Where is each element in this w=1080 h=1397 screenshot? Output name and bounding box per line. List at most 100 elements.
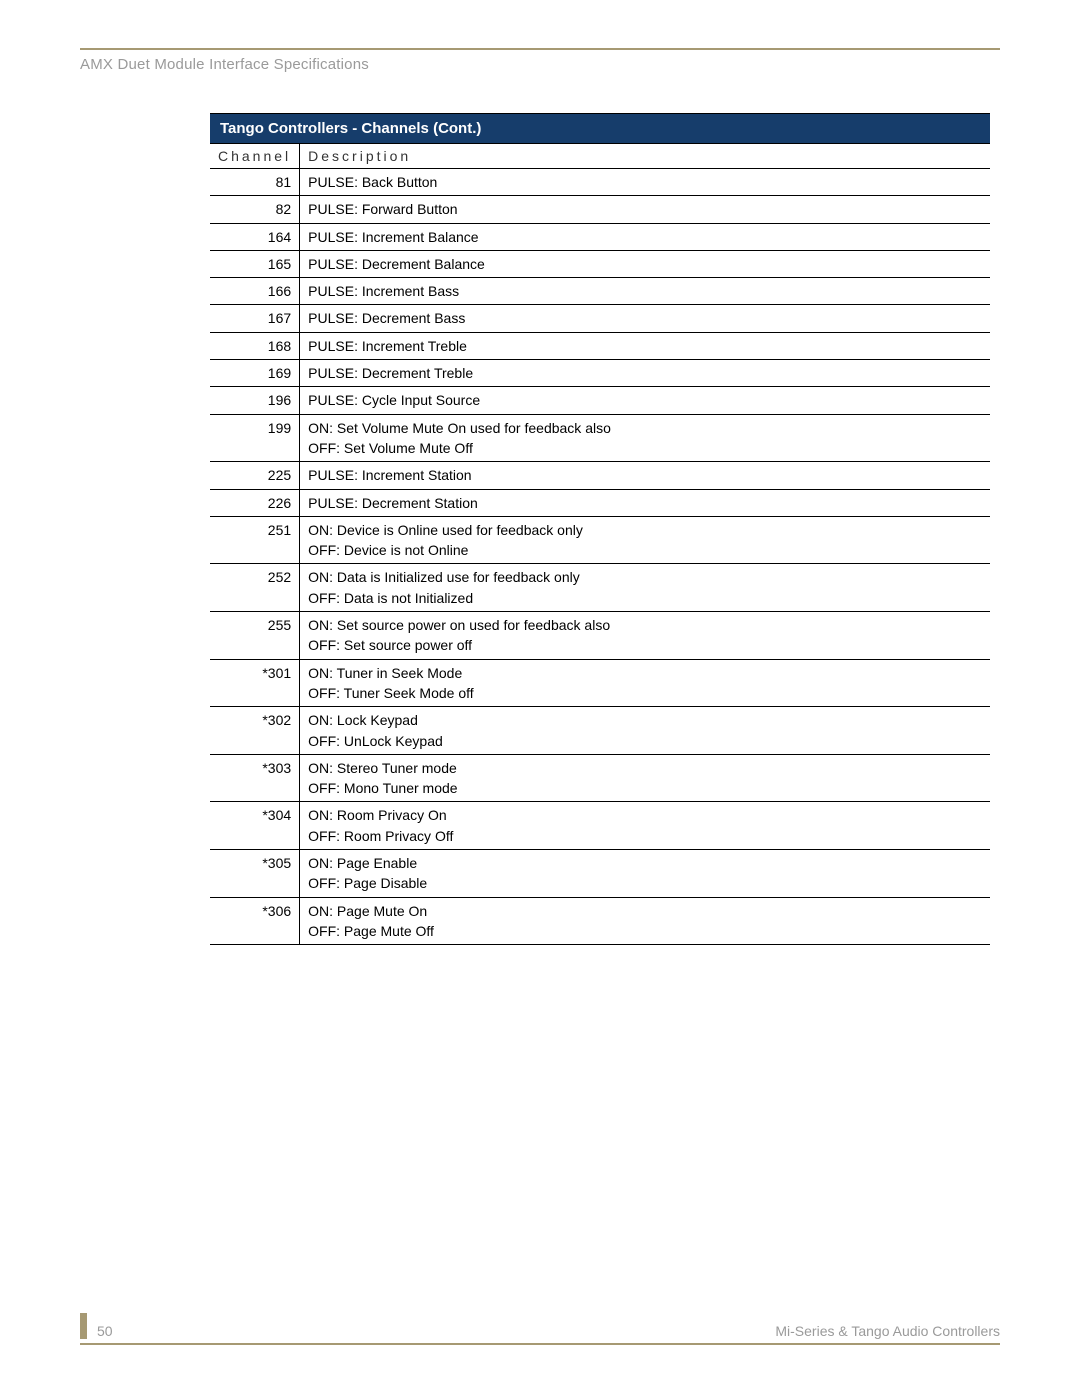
cell-description: PULSE: Back Button	[300, 169, 990, 196]
cell-description: PULSE: Decrement Station	[300, 489, 990, 516]
table-row: 167 PULSE: Decrement Bass	[210, 305, 990, 332]
table-row: *302ON: Lock KeypadOFF: UnLock Keypad	[210, 707, 990, 755]
page: AMX Duet Module Interface Specifications…	[0, 0, 1080, 1397]
description-line: PULSE: Forward Button	[308, 199, 982, 219]
description-line: OFF: Mono Tuner mode	[308, 778, 982, 798]
description-line: PULSE: Increment Station	[308, 465, 982, 485]
description-line: OFF: Set source power off	[308, 635, 982, 655]
col-channel: Channel	[210, 144, 300, 169]
description-line: OFF: Set Volume Mute Off	[308, 438, 982, 458]
cell-description: PULSE: Increment Treble	[300, 332, 990, 359]
description-line: ON: Page Enable	[308, 853, 982, 873]
footer-right-text: Mi-Series & Tango Audio Controllers	[775, 1323, 1000, 1339]
cell-description: ON: Device is Online used for feedback o…	[300, 516, 990, 564]
table-row: *305ON: Page EnableOFF: Page Disable	[210, 850, 990, 898]
cell-channel: *306	[210, 897, 300, 945]
cell-description: ON: Set source power on used for feedbac…	[300, 612, 990, 660]
cell-description: ON: Page EnableOFF: Page Disable	[300, 850, 990, 898]
cell-description: ON: Stereo Tuner modeOFF: Mono Tuner mod…	[300, 754, 990, 802]
cell-description: PULSE: Decrement Treble	[300, 360, 990, 387]
col-description: Description	[300, 144, 990, 169]
description-line: PULSE: Decrement Treble	[308, 363, 982, 383]
cell-description: PULSE: Forward Button	[300, 196, 990, 223]
cell-channel: 82	[210, 196, 300, 223]
description-line: PULSE: Cycle Input Source	[308, 390, 982, 410]
description-line: ON: Stereo Tuner mode	[308, 758, 982, 778]
cell-channel: 166	[210, 278, 300, 305]
description-line: ON: Data is Initialized use for feedback…	[308, 567, 982, 587]
table-row: 255 ON: Set source power on used for feed…	[210, 612, 990, 660]
cell-channel: 165	[210, 250, 300, 277]
table-row: *301ON: Tuner in Seek ModeOFF: Tuner See…	[210, 659, 990, 707]
description-line: ON: Tuner in Seek Mode	[308, 663, 982, 683]
cell-channel: 226	[210, 489, 300, 516]
description-line: PULSE: Decrement Bass	[308, 308, 982, 328]
table-row: 226 PULSE: Decrement Station	[210, 489, 990, 516]
table-row: *304ON: Room Privacy OnOFF: Room Privacy…	[210, 802, 990, 850]
cell-description: ON: Data is Initialized use for feedback…	[300, 564, 990, 612]
cell-channel: 81	[210, 169, 300, 196]
cell-description: ON: Tuner in Seek ModeOFF: Tuner Seek Mo…	[300, 659, 990, 707]
cell-channel: 255	[210, 612, 300, 660]
description-line: OFF: Device is not Online	[308, 540, 982, 560]
cell-description: ON: Lock KeypadOFF: UnLock Keypad	[300, 707, 990, 755]
cell-channel: *302	[210, 707, 300, 755]
cell-description: PULSE: Increment Bass	[300, 278, 990, 305]
description-line: OFF: Page Mute Off	[308, 921, 982, 941]
table-title: Tango Controllers - Channels (Cont.)	[210, 114, 990, 144]
cell-channel: *305	[210, 850, 300, 898]
page-number: 50	[97, 1323, 113, 1339]
table-row: *303ON: Stereo Tuner modeOFF: Mono Tuner…	[210, 754, 990, 802]
table-title-row: Tango Controllers - Channels (Cont.)	[210, 114, 990, 144]
description-line: ON: Room Privacy On	[308, 805, 982, 825]
description-line: PULSE: Increment Treble	[308, 336, 982, 356]
description-line: PULSE: Increment Balance	[308, 227, 982, 247]
description-line: PULSE: Increment Bass	[308, 281, 982, 301]
top-rule	[80, 48, 1000, 50]
cell-description: PULSE: Cycle Input Source	[300, 387, 990, 414]
cell-channel: 252	[210, 564, 300, 612]
table-row: 169 PULSE: Decrement Treble	[210, 360, 990, 387]
table-row: 165 PULSE: Decrement Balance	[210, 250, 990, 277]
description-line: ON: Lock Keypad	[308, 710, 982, 730]
channels-table: Tango Controllers - Channels (Cont.) Cha…	[210, 113, 990, 945]
description-line: PULSE: Decrement Station	[308, 493, 982, 513]
table-column-header: Channel Description	[210, 144, 990, 169]
cell-description: PULSE: Increment Station	[300, 462, 990, 489]
page-footer: 50 Mi-Series & Tango Audio Controllers	[80, 1313, 1000, 1345]
table-row: 252 ON: Data is Initialized use for feedb…	[210, 564, 990, 612]
table-row: 81 PULSE: Back Button	[210, 169, 990, 196]
description-line: OFF: Page Disable	[308, 873, 982, 893]
table-row: 199 ON: Set Volume Mute On used for feedb…	[210, 414, 990, 462]
cell-channel: 199	[210, 414, 300, 462]
table-row: 251ON: Device is Online used for feedbac…	[210, 516, 990, 564]
cell-channel: 164	[210, 223, 300, 250]
cell-channel: 167	[210, 305, 300, 332]
description-line: PULSE: Decrement Balance	[308, 254, 982, 274]
cell-description: ON: Set Volume Mute On used for feedback…	[300, 414, 990, 462]
cell-description: PULSE: Decrement Balance	[300, 250, 990, 277]
cell-channel: 251	[210, 516, 300, 564]
table-row: *306ON: Page Mute OnOFF: Page Mute Off	[210, 897, 990, 945]
cell-channel: 168	[210, 332, 300, 359]
description-line: ON: Set source power on used for feedbac…	[308, 615, 982, 635]
cell-channel: 169	[210, 360, 300, 387]
cell-description: ON: Page Mute OnOFF: Page Mute Off	[300, 897, 990, 945]
table-row: 166 PULSE: Increment Bass	[210, 278, 990, 305]
table-row: 168 PULSE: Increment Treble	[210, 332, 990, 359]
table-row: 196PULSE: Cycle Input Source	[210, 387, 990, 414]
footer-left: 50	[80, 1313, 113, 1339]
description-line: OFF: Data is not Initialized	[308, 588, 982, 608]
cell-channel: *304	[210, 802, 300, 850]
description-line: OFF: Tuner Seek Mode off	[308, 683, 982, 703]
description-line: OFF: Room Privacy Off	[308, 826, 982, 846]
description-line: ON: Page Mute On	[308, 901, 982, 921]
channels-table-wrap: Tango Controllers - Channels (Cont.) Cha…	[210, 113, 990, 945]
cell-description: PULSE: Increment Balance	[300, 223, 990, 250]
description-line: ON: Set Volume Mute On used for feedback…	[308, 418, 982, 438]
cell-channel: *303	[210, 754, 300, 802]
description-line: PULSE: Back Button	[308, 172, 982, 192]
page-header: AMX Duet Module Interface Specifications	[80, 56, 1000, 73]
cell-channel: 225	[210, 462, 300, 489]
cell-description: ON: Room Privacy OnOFF: Room Privacy Off	[300, 802, 990, 850]
